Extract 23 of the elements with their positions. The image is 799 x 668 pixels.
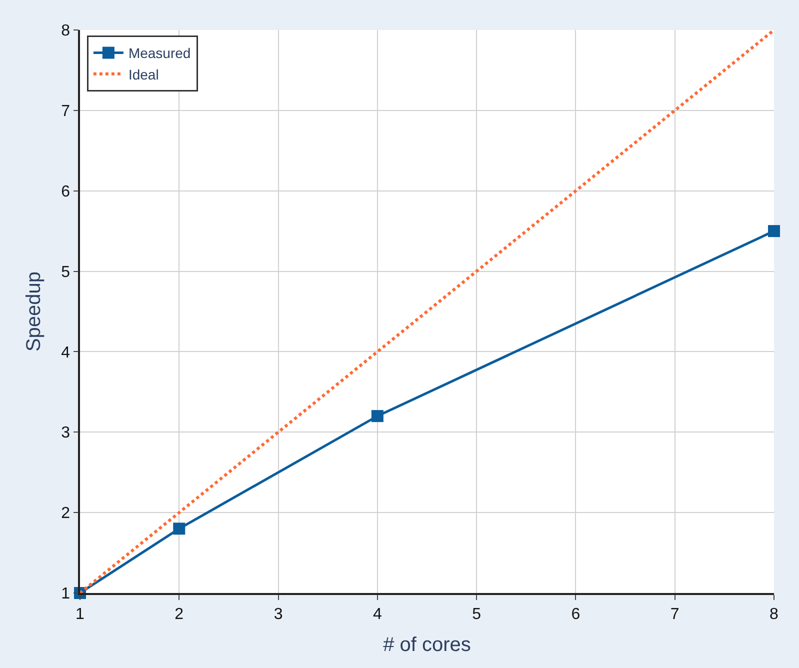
- y-tick-label: 1: [61, 586, 70, 603]
- y-tick-label: 8: [61, 22, 70, 40]
- point: [173, 522, 186, 535]
- point: [768, 225, 780, 238]
- x-axis-title: # of cores: [383, 634, 471, 656]
- x-tick-label: 1: [76, 606, 85, 623]
- y-tick-label: 7: [61, 103, 70, 120]
- y-tick-label: 6: [61, 183, 70, 200]
- x-tick-label: 7: [670, 606, 680, 623]
- y-tick-label: 5: [61, 264, 70, 281]
- y-tick-label: 3: [61, 424, 70, 442]
- y-tick-label: 2: [61, 505, 70, 522]
- y-tick-label: 4: [61, 344, 70, 362]
- y-axis-title: Speedup: [23, 271, 46, 352]
- x-tick-label: 2: [174, 606, 184, 623]
- x-tick-label: 6: [571, 606, 580, 623]
- x-tick-label: 8: [770, 606, 779, 623]
- point: [371, 410, 384, 422]
- legend-label: Ideal: [128, 66, 159, 82]
- legend-label: Measured: [128, 45, 191, 62]
- x-tick-label: 3: [274, 606, 283, 623]
- x-tick-label: 4: [372, 606, 382, 623]
- x-tick-label: 5: [472, 606, 482, 623]
